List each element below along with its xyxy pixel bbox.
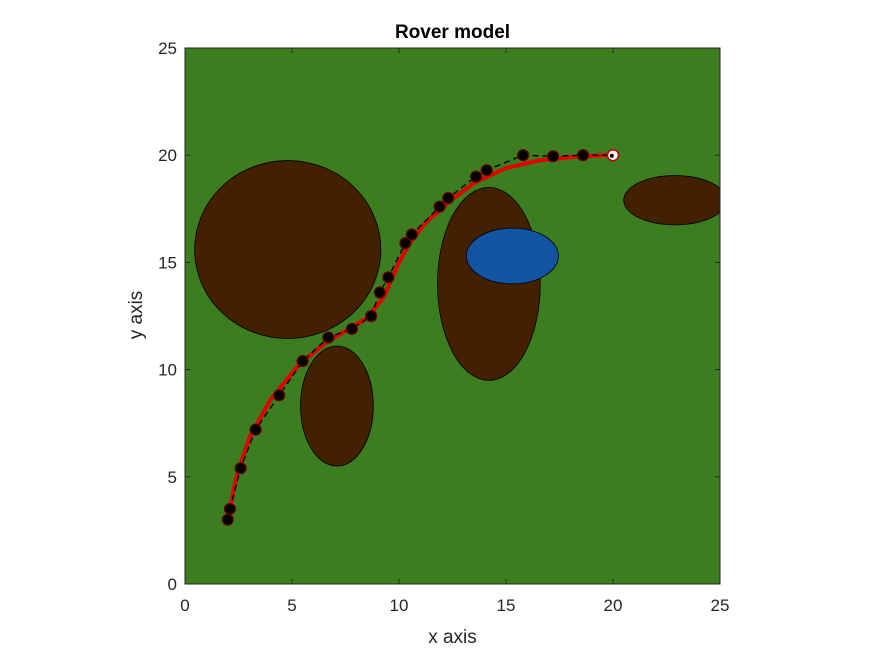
series-line-red [227,153,615,511]
y-tick-label: 20 [158,146,177,165]
x-tick-label: 0 [180,596,189,615]
waypoint-marker-13 [405,228,418,241]
goal-marker-center [609,153,614,158]
mud-obstacle-2 [300,345,374,467]
mud-obstacle-3 [437,186,541,381]
x-tick-label: 10 [390,596,409,615]
x-tick-label: 15 [497,596,516,615]
chart-title: Rover model [395,22,510,43]
x-tick-label: 20 [604,596,623,615]
waypoint-marker-8 [345,322,359,335]
waypoint-marker-2 [223,502,237,516]
axes-box [184,47,721,585]
y-tick-label: 10 [158,361,177,380]
waypoint-marker-16 [469,170,483,183]
y-tick-label: 25 [158,39,177,58]
waypoint-marker-1 [221,513,234,526]
waypoint-marker-9 [365,309,378,323]
waypoint-marker-7 [322,331,335,344]
waypoint-marker-3 [234,462,247,475]
waypoint-marker-4 [249,423,262,436]
waypoint-marker-15 [442,191,455,205]
water-obstacle [466,227,559,285]
y-tick-label: 5 [168,468,177,487]
waypoint-marker-18 [517,149,530,162]
x-tick-label: 5 [287,596,296,615]
waypoint-marker-12 [399,237,412,250]
waypoint-marker-5 [273,389,286,402]
waypoint-marker-17 [480,164,493,177]
x-tick-label: 25 [711,596,730,615]
mud-obstacle-4 [623,175,720,226]
y-axis-label: y axis [126,291,147,340]
waypoint-marker-11 [382,271,395,284]
mud-obstacle-1 [194,160,382,339]
plot-area: 00 5 5 10 10 15 15 20 20 25 25 [158,39,729,615]
y-tick-label: 0 [168,575,177,594]
waypoint-marker-14 [433,200,446,213]
plot-content [194,148,720,526]
waypoint-marker-6 [296,354,309,368]
x-axis-label: x axis [428,627,477,648]
waypoint-marker-20 [576,149,590,162]
waypoint-marker-10 [373,286,386,299]
waypoint-marker-19 [546,150,560,163]
y-tick-label: 15 [158,253,177,272]
